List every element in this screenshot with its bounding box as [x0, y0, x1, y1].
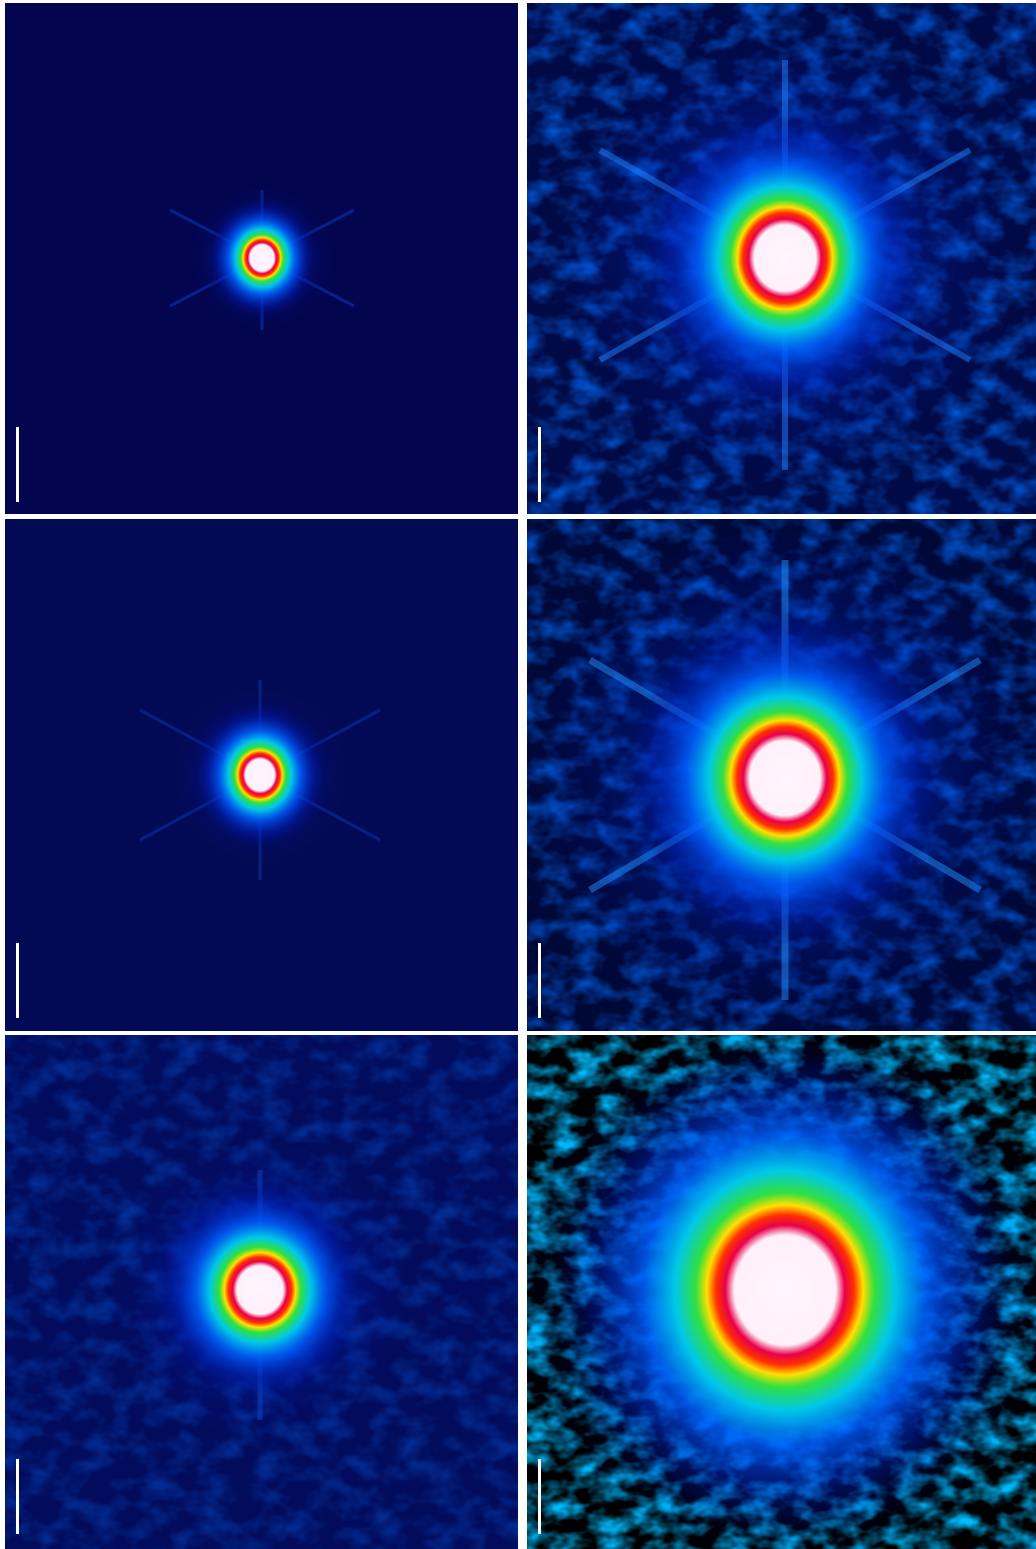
scale-bar [538, 1459, 541, 1534]
star-core [194, 703, 326, 847]
star-core [645, 108, 925, 408]
panel [525, 515, 1036, 1035]
star-core [155, 1180, 365, 1400]
star-core [555, 1040, 1015, 1540]
scale-bar [16, 943, 19, 1018]
scale-bar [538, 427, 541, 502]
panel [5, 1035, 518, 1549]
star-core [207, 198, 317, 318]
scale-bar [16, 427, 19, 502]
star-core [625, 608, 945, 948]
scale-bar [16, 1459, 19, 1534]
image-grid [0, 0, 1036, 1549]
panel [5, 519, 518, 1031]
panel [505, 1010, 1036, 1549]
panel [527, 3, 1036, 514]
page-body [0, 0, 1036, 1549]
panel [5, 3, 518, 514]
page: {} html, body { margin: 0; padding: 0; b… [0, 0, 1036, 1549]
scale-bar [538, 943, 541, 1018]
